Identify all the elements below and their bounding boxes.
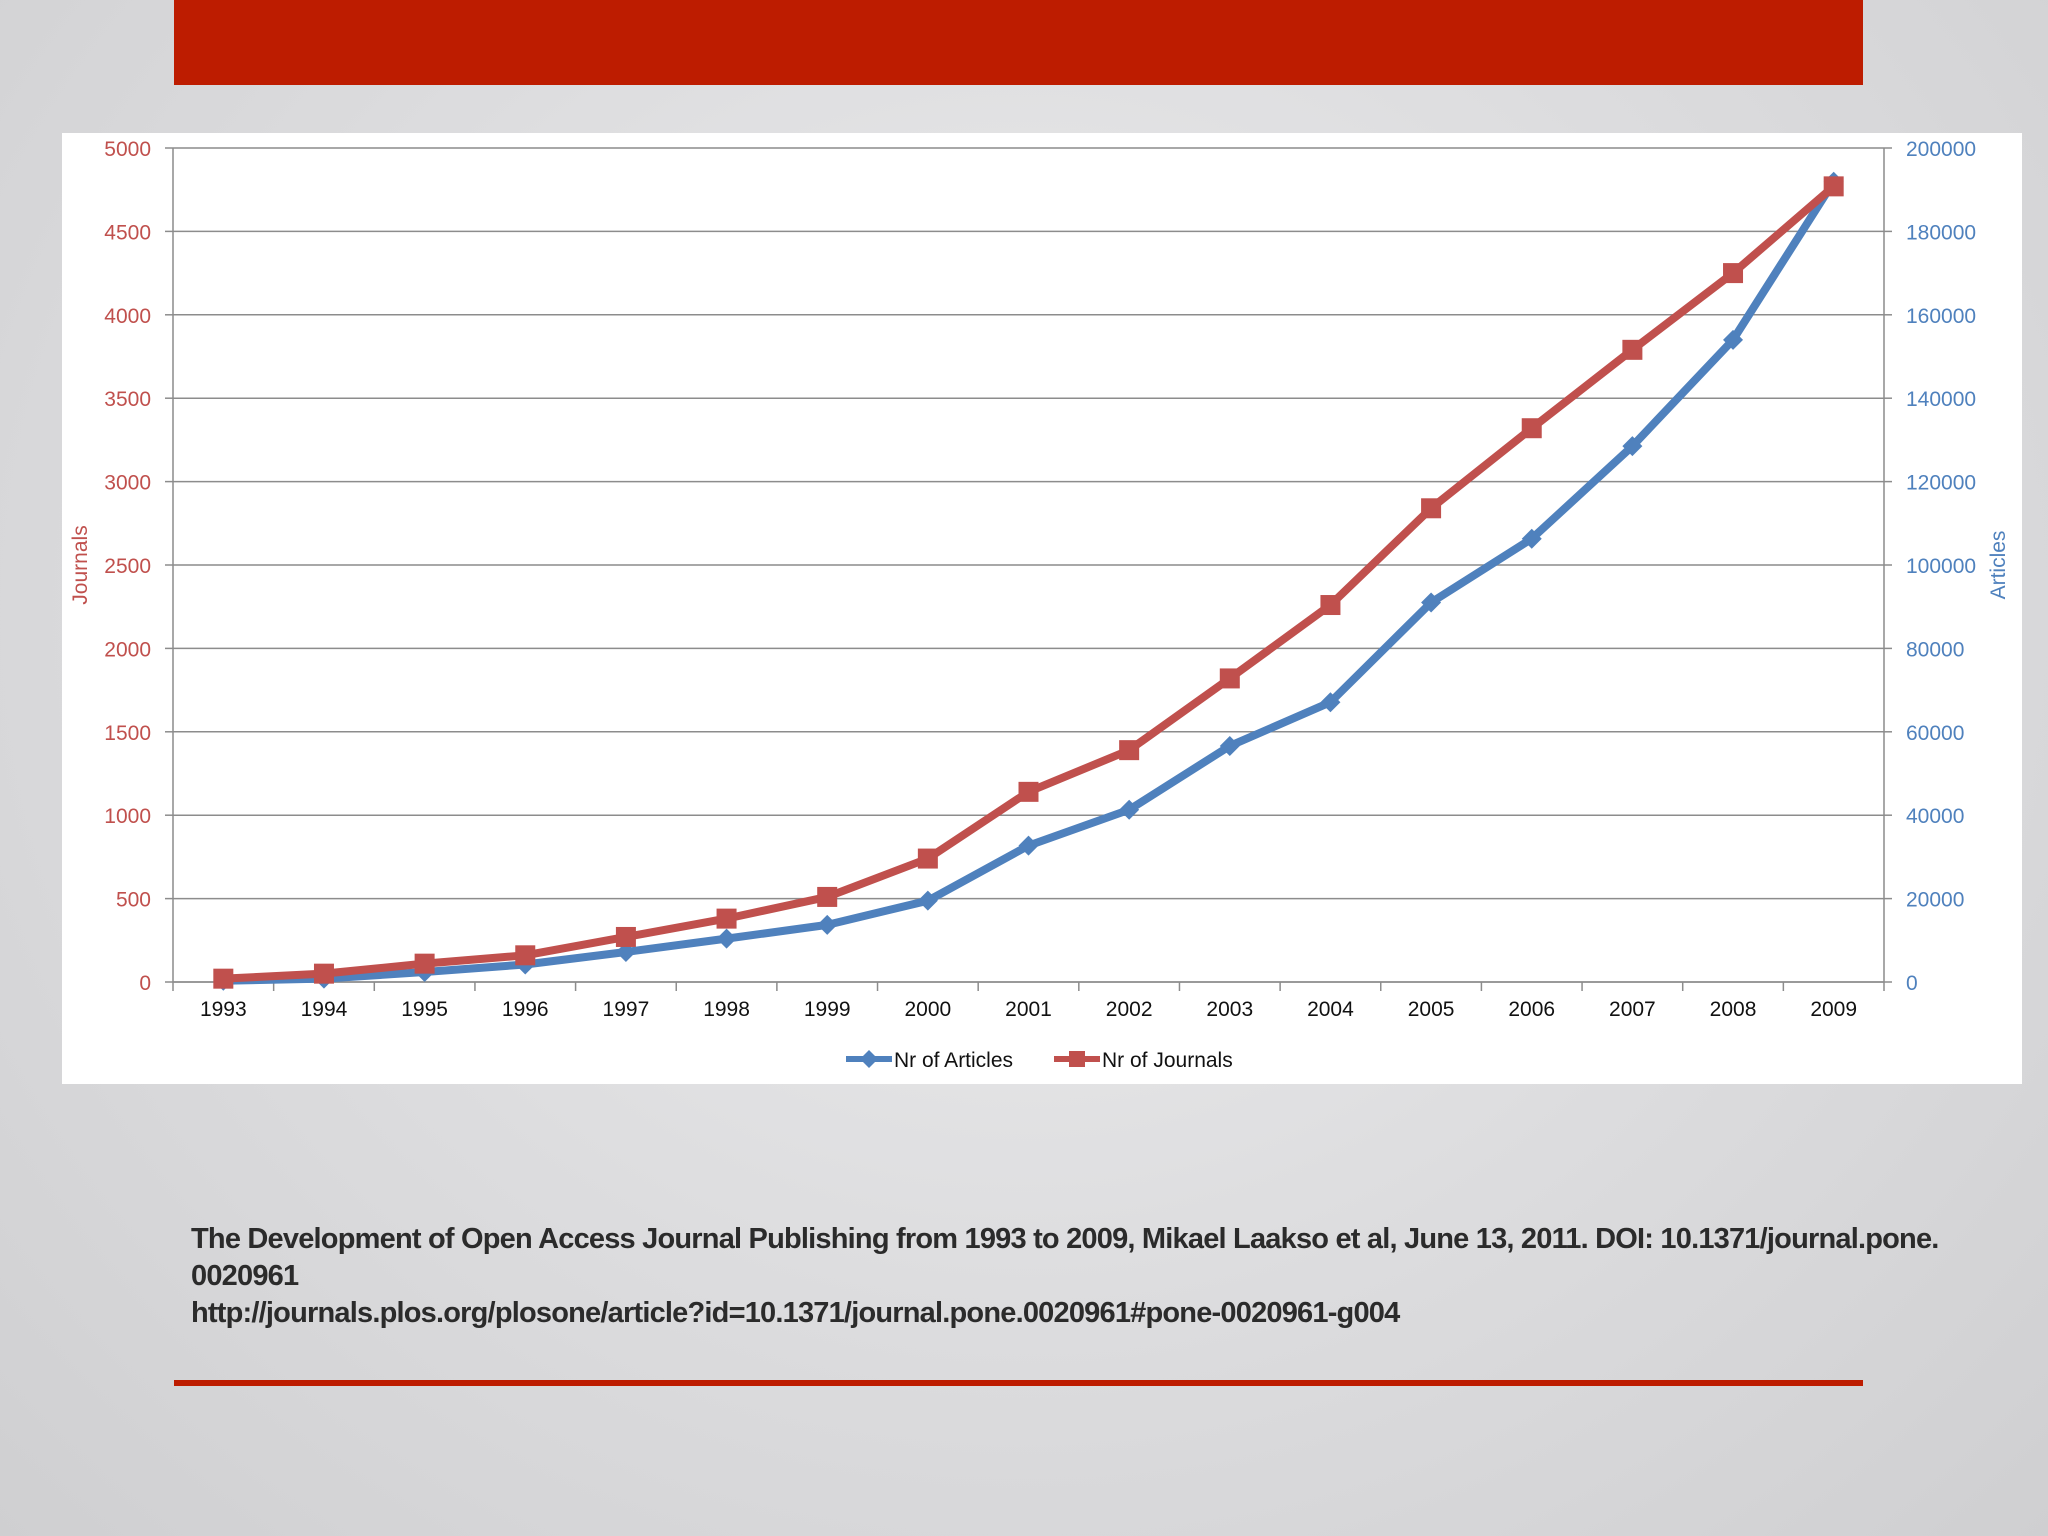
header-banner [174,0,1863,85]
y-right-tick-label: 80000 [1906,638,1964,661]
x-tick-label: 1993 [200,998,247,1021]
legend-articles-label: Nr of Articles [894,1049,1013,1072]
x-tick-label: 1994 [301,998,348,1021]
journals-point [1421,498,1442,519]
journals-point [917,848,938,869]
y-right-tick-label: 0 [1906,972,1918,995]
articles-point [917,890,938,911]
x-tick-label: 1998 [703,998,750,1021]
articles-point [1320,692,1341,713]
articles-point [716,928,737,949]
x-tick-label: 2005 [1408,998,1455,1021]
journals-point [1622,339,1643,360]
gridlines [173,147,1884,983]
x-tick-label: 2002 [1106,998,1153,1021]
y-left-tick-label: 3000 [104,472,151,495]
journals-point [1320,595,1341,616]
y-left-tick-label: 4000 [104,305,151,328]
x-tick-label: 1996 [502,998,549,1021]
journals-point [515,945,536,966]
journals-point [313,963,334,984]
y-right-tick-label: 200000 [1906,138,1976,161]
y-left-tick-label: 2500 [104,555,151,578]
caption-citation: The Development of Open Access Journal P… [191,1223,1939,1255]
articles-point [1219,735,1240,756]
chart-panel: 0 500 1000 1500 2000 2500 3000 3500 4000 4500 5000… [62,133,2022,1084]
journals-point [1018,781,1039,802]
journals-point [1723,263,1744,284]
y-right-tick-label: 140000 [1906,388,1976,411]
legend: Nr of Articles Nr of Journals [846,1049,1233,1072]
x-tick-label: 2008 [1710,998,1757,1021]
journals-point [1823,176,1844,197]
journals-point [1119,740,1140,761]
articles-point [1119,799,1140,820]
y-left-tick-label: 2000 [104,638,151,661]
y-right-tick-label: 40000 [1906,805,1964,828]
journals-point [1219,668,1240,689]
y-right-tick-label: 160000 [1906,305,1976,328]
y-right-tick-label: 120000 [1906,472,1976,495]
journals-line [219,182,1838,983]
x-tick-label: 1997 [603,998,650,1021]
series [213,171,1844,991]
articles-point [615,941,636,962]
journals-point [414,953,435,974]
x-tick-label: 2000 [904,998,951,1021]
articles-point [1723,329,1744,350]
caption-source-url[interactable]: http://journals.plos.org/plosone/article… [191,1297,1400,1329]
x-tick-label: 2007 [1609,998,1656,1021]
articles-point [1018,835,1039,856]
x-tick-label: 2001 [1005,998,1052,1021]
articles-point [817,914,838,935]
y-right-tick-label: 20000 [1906,889,1964,912]
articles-point [1521,528,1542,549]
caption-doi-continued: 0020961 [191,1260,299,1292]
x-tick-label: 2006 [1508,998,1555,1021]
y-right-tick-label: 180000 [1906,221,1976,244]
y-right-axis-title: Articles [1987,531,2010,600]
legend-journals-label: Nr of Journals [1102,1049,1233,1072]
y-right-tick-label: 100000 [1906,555,1976,578]
axes: 0 500 1000 1500 2000 2500 3000 3500 4000 4500 5000… [69,138,2010,1021]
journals-point [1521,418,1542,439]
articles-point [1421,592,1442,613]
journals-point [615,926,636,947]
source-caption: The Development of Open Access Journal P… [191,1221,1939,1332]
journals-point [817,886,838,907]
line-chart: 0 500 1000 1500 2000 2500 3000 3500 4000 4500 5000… [69,138,2010,1072]
y-left-axis-title: Journals [69,525,92,604]
x-tick-label: 2004 [1307,998,1354,1021]
y-left-tick-label: 3500 [104,388,151,411]
y-left-tick-label: 500 [116,889,151,912]
y-left-tick-label: 0 [139,972,151,995]
y-right-tick-label: 60000 [1906,722,1964,745]
footer-rule [174,1380,1863,1386]
legend-articles-marker [860,1050,878,1068]
x-tick-label: 1999 [804,998,851,1021]
legend-journals-marker [1069,1051,1085,1067]
x-tick-label: 2003 [1206,998,1253,1021]
x-tick-label: 1995 [401,998,448,1021]
y-left-tick-label: 5000 [104,138,151,161]
y-left-tick-label: 1000 [104,805,151,828]
articles-line [219,177,1838,985]
articles-point [1622,436,1643,457]
journals-point [716,908,737,929]
x-tick-label: 2009 [1810,998,1857,1021]
y-left-tick-label: 1500 [104,722,151,745]
journals-point [213,968,234,989]
y-left-tick-label: 4500 [104,221,151,244]
